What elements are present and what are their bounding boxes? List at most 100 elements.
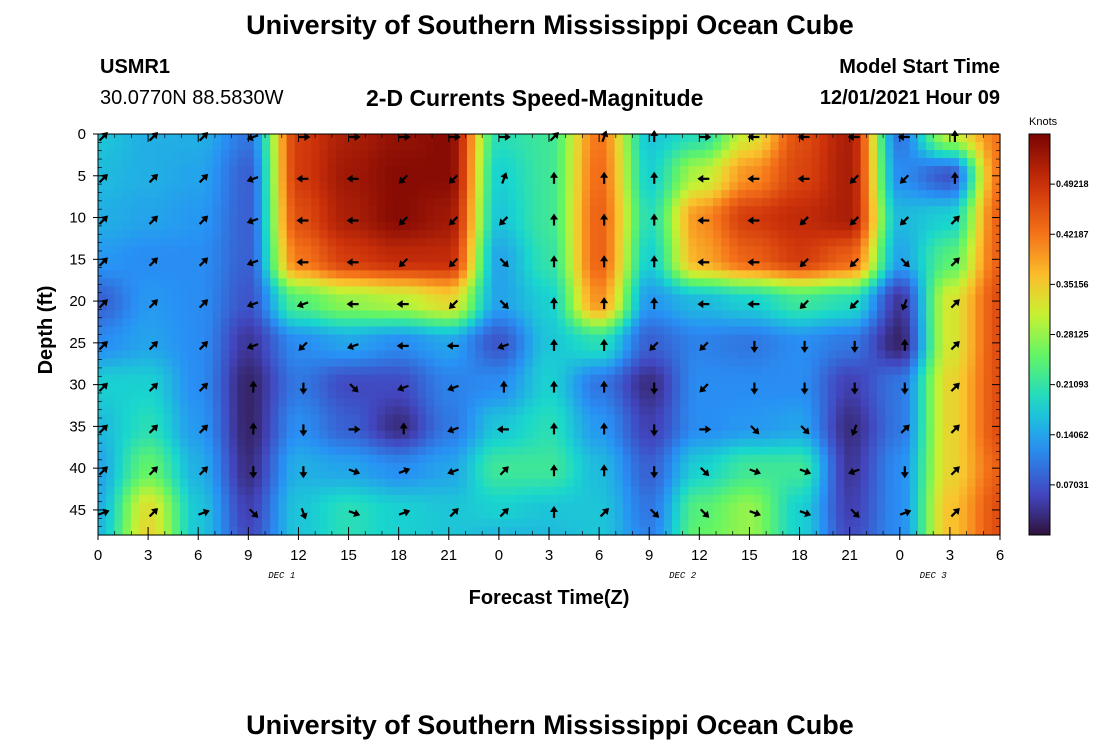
- heatmap-cell: [680, 366, 689, 376]
- heatmap-cell: [303, 222, 312, 231]
- heatmap-cell: [180, 206, 189, 215]
- heatmap-cell: [368, 382, 378, 392]
- heatmap-cell: [581, 254, 591, 263]
- heatmap-cell: [598, 398, 607, 408]
- heatmap-cell: [385, 486, 394, 496]
- heatmap-cell: [245, 286, 255, 295]
- heatmap-cell: [130, 150, 140, 159]
- heatmap-cell: [163, 214, 173, 223]
- heatmap-cell: [573, 390, 583, 400]
- heatmap-cell: [229, 382, 238, 392]
- heatmap-cell: [294, 214, 304, 223]
- heatmap-cell: [196, 326, 206, 336]
- heatmap-cell: [918, 222, 927, 231]
- heatmap-cell: [270, 350, 279, 360]
- heatmap-cell: [483, 198, 493, 207]
- heatmap-cell: [508, 406, 517, 416]
- heatmap-cell: [918, 390, 927, 400]
- heatmap-cell: [614, 390, 624, 400]
- heatmap-cell: [368, 182, 378, 191]
- heatmap-cell: [729, 254, 739, 263]
- heatmap-cell: [335, 478, 345, 488]
- heatmap-cell: [737, 486, 747, 496]
- heatmap-cell: [885, 358, 894, 368]
- heatmap-cell: [401, 206, 411, 215]
- heatmap-cell: [188, 430, 197, 440]
- heatmap-cell: [770, 334, 780, 344]
- heatmap-cell: [114, 366, 124, 376]
- heatmap-cell: [221, 238, 230, 247]
- heatmap-cell: [368, 294, 378, 304]
- heatmap-cell: [803, 470, 812, 480]
- heatmap-cell: [475, 342, 484, 352]
- heatmap-cell: [524, 294, 534, 304]
- heatmap-cell: [975, 374, 985, 384]
- heatmap-cell: [762, 254, 771, 263]
- heatmap-cell: [155, 334, 165, 344]
- heatmap-cell: [434, 350, 443, 360]
- heatmap-cell: [270, 318, 279, 328]
- heatmap-cell: [762, 430, 771, 440]
- heatmap-cell: [729, 174, 739, 183]
- heatmap-cell: [393, 158, 402, 167]
- heatmap-cell: [827, 150, 837, 159]
- heatmap-cell: [745, 230, 755, 239]
- heatmap-cell: [827, 422, 837, 432]
- heatmap-cell: [294, 358, 304, 368]
- heatmap-cell: [959, 174, 968, 183]
- heatmap-cell: [303, 366, 312, 376]
- heatmap-cell: [147, 326, 156, 336]
- heatmap-cell: [901, 358, 911, 368]
- heatmap-cell: [754, 478, 763, 488]
- heatmap-cell: [549, 454, 558, 464]
- heatmap-cell: [303, 190, 312, 199]
- heatmap-cell: [491, 462, 501, 472]
- heatmap-cell: [672, 390, 681, 400]
- heatmap-cell: [319, 166, 329, 175]
- heatmap-cell: [786, 478, 796, 488]
- heatmap-cell: [442, 366, 452, 376]
- heatmap-cell: [967, 294, 976, 304]
- heatmap-cell: [532, 278, 542, 287]
- heatmap-cell: [114, 142, 124, 151]
- heatmap-cell: [212, 214, 222, 223]
- heatmap-cell: [221, 334, 230, 344]
- heatmap-cell: [434, 182, 443, 191]
- heatmap-cell: [475, 286, 484, 295]
- heatmap-cell: [844, 382, 853, 392]
- heatmap-cell: [606, 270, 616, 279]
- heatmap-cell: [270, 398, 279, 408]
- heatmap-cell: [549, 142, 558, 151]
- heatmap-cell: [163, 278, 173, 287]
- heatmap-cell: [704, 206, 714, 215]
- heatmap-cell: [467, 478, 476, 488]
- heatmap-cell: [294, 262, 304, 271]
- heatmap-cell: [540, 438, 550, 448]
- heatmap-cell: [901, 350, 911, 360]
- heatmap-cell: [434, 158, 443, 167]
- heatmap-cell: [221, 150, 230, 159]
- heatmap-cell: [622, 302, 632, 312]
- heatmap-cell: [221, 134, 230, 143]
- heatmap-cell: [303, 150, 312, 159]
- heatmap-cell: [704, 190, 714, 199]
- heatmap-cell: [327, 294, 337, 304]
- heatmap-cell: [967, 134, 976, 143]
- heatmap-cell: [598, 286, 607, 295]
- heatmap-cell: [139, 286, 148, 295]
- heatmap-cell: [713, 206, 722, 215]
- heatmap-cell: [942, 310, 952, 320]
- heatmap-cell: [795, 366, 804, 376]
- heatmap-cell: [934, 350, 944, 360]
- heatmap-cell: [344, 150, 353, 159]
- heatmap-cell: [647, 382, 657, 392]
- heatmap-cell: [926, 222, 935, 231]
- heatmap-cell: [836, 422, 845, 432]
- heatmap-cell: [180, 294, 189, 304]
- chart-subtitle: 2-D Currents Speed-Magnitude: [366, 85, 704, 111]
- heatmap-cell: [303, 158, 312, 167]
- heatmap-cell: [163, 318, 173, 328]
- heatmap-cell: [885, 246, 894, 255]
- heatmap-cell: [508, 278, 517, 287]
- heatmap-cell: [352, 254, 361, 263]
